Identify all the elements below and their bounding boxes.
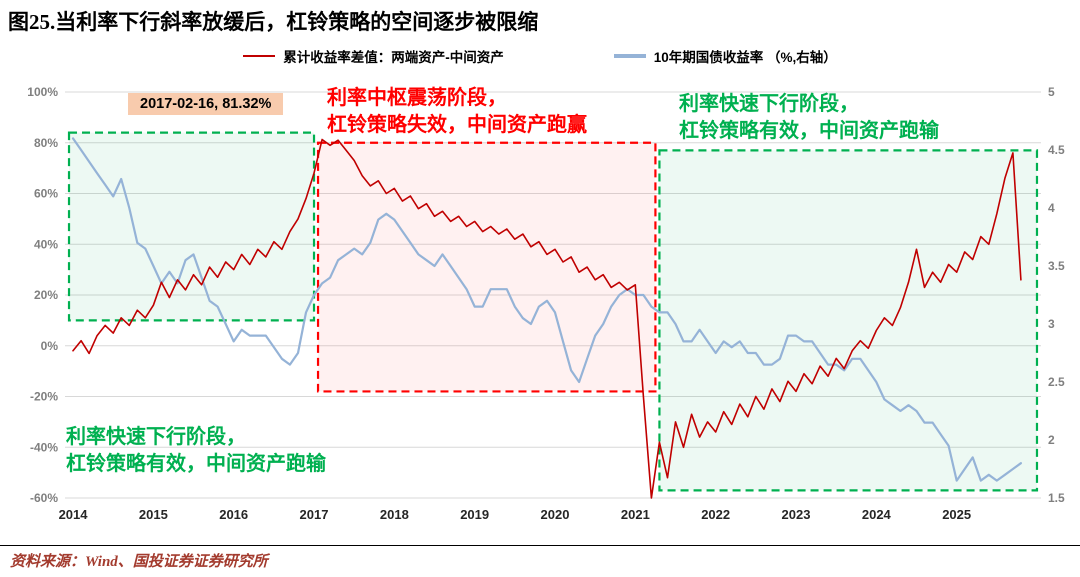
svg-text:3.5: 3.5 [1048, 259, 1065, 273]
legend-label-yield: 10年期国债收益率 （%,右轴） [653, 50, 837, 65]
svg-text:2018: 2018 [380, 507, 409, 522]
svg-text:2016: 2016 [219, 507, 248, 522]
annotation-left-phase: 利率快速下行阶段， 杠铃策略有效，中间资产跑输 [66, 424, 326, 478]
svg-text:2021: 2021 [621, 507, 650, 522]
legend-item-spread: 累计收益率差值：两端资产-中间资产 [243, 46, 504, 66]
svg-text:0%: 0% [41, 339, 59, 353]
annotation-line: 利率中枢震荡阶段， [327, 87, 507, 109]
svg-text:4.5: 4.5 [1048, 143, 1065, 157]
legend-label-spread: 累计收益率差值：两端资产-中间资产 [283, 50, 504, 65]
svg-text:-40%: -40% [30, 440, 58, 454]
annotation-mid-phase: 利率中枢震荡阶段， 杠铃策略失效，中间资产跑赢 [327, 85, 587, 139]
svg-text:-20%: -20% [30, 390, 58, 404]
svg-text:2020: 2020 [541, 507, 570, 522]
svg-text:40%: 40% [34, 237, 58, 251]
svg-text:2022: 2022 [701, 507, 730, 522]
svg-text:2023: 2023 [782, 507, 811, 522]
source-note: 资料来源：Wind、国投证券证券研究所 [10, 554, 268, 570]
svg-text:100%: 100% [27, 85, 58, 99]
svg-text:5: 5 [1048, 85, 1055, 99]
annotation-line: 利率快速下行阶段， [679, 93, 859, 115]
annotation-right-phase: 利率快速下行阶段， 杠铃策略有效，中间资产跑输 [679, 91, 939, 145]
legend-item-yield: 10年期国债收益率 （%,右轴） [613, 46, 837, 66]
svg-text:2014: 2014 [59, 507, 89, 522]
svg-text:2: 2 [1048, 433, 1055, 447]
svg-text:-60%: -60% [30, 491, 58, 505]
svg-text:60%: 60% [34, 187, 58, 201]
blue-line-swatch [613, 54, 646, 58]
svg-text:1.5: 1.5 [1048, 491, 1065, 505]
red-line-swatch [243, 54, 276, 58]
svg-text:2015: 2015 [139, 507, 168, 522]
svg-text:2025: 2025 [942, 507, 971, 522]
chart-canvas: 100% 80% 60% 40% 20% 0% -20% -40% -60% 5 4.5 4 3.5 3 2… [27, 85, 1065, 522]
annotation-line: 杠铃策略失效，中间资产跑赢 [327, 114, 587, 136]
footer-divider [0, 545, 1080, 546]
annotation-line: 杠铃策略有效，中间资产跑输 [679, 120, 939, 142]
svg-text:2017: 2017 [300, 507, 329, 522]
peak-callout: 2017-02-16, 81.32% [128, 93, 284, 115]
annotation-line: 杠铃策略有效，中间资产跑输 [66, 453, 326, 475]
svg-text:4: 4 [1048, 201, 1055, 215]
annotation-line: 利率快速下行阶段， [66, 426, 246, 448]
svg-text:3: 3 [1048, 317, 1055, 331]
svg-text:2019: 2019 [460, 507, 489, 522]
svg-text:80%: 80% [34, 136, 58, 150]
chart-legend: 累计收益率差值：两端资产-中间资产 10年期国债收益率 （%,右轴） [0, 46, 1080, 66]
figure-title: 图25.当利率下行斜率放缓后，杠铃策略的空间逐步被限缩 [8, 10, 539, 34]
svg-text:20%: 20% [34, 288, 58, 302]
svg-text:2.5: 2.5 [1048, 375, 1065, 389]
svg-text:2024: 2024 [862, 507, 892, 522]
